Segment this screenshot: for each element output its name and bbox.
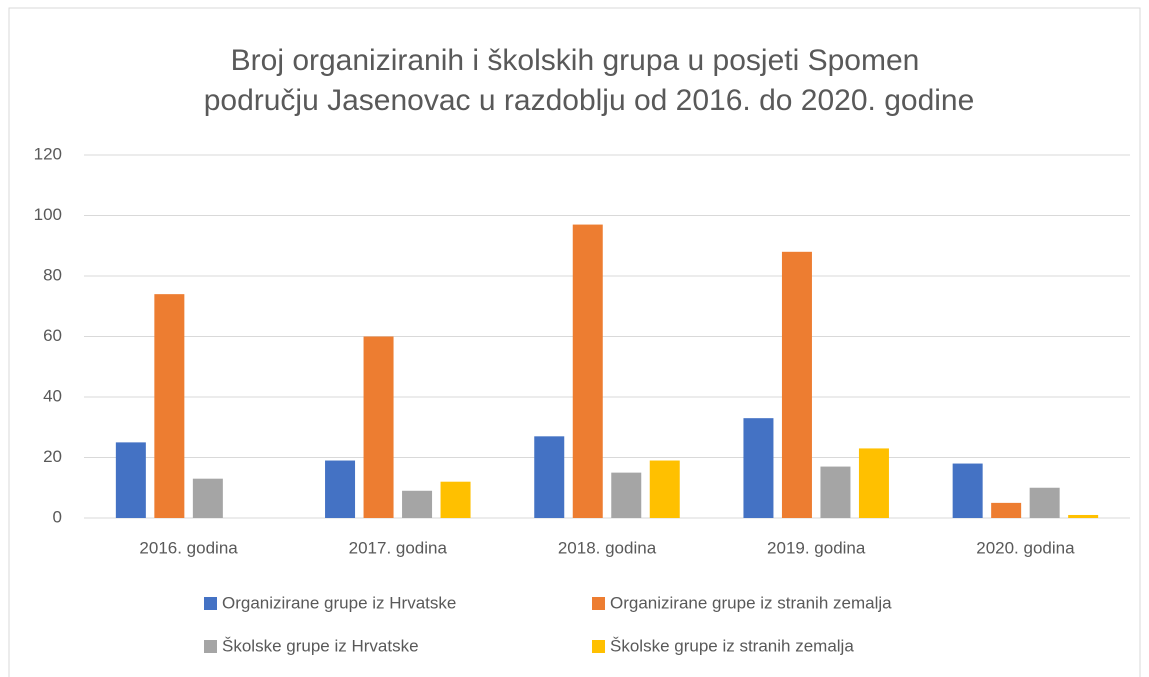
y-tick-label: 0 <box>53 507 62 526</box>
y-tick-label: 120 <box>34 144 62 163</box>
legend-swatch <box>204 597 217 610</box>
bar <box>743 418 774 518</box>
chart-title: području Jasenovac u razdoblju od 2016. … <box>204 84 975 117</box>
bar <box>402 490 433 518</box>
legend-label: Organizirane grupe iz stranih zemalja <box>610 593 892 612</box>
bar <box>820 466 851 518</box>
legend-label: Organizirane grupe iz Hrvatske <box>222 593 456 612</box>
bar <box>991 502 1022 518</box>
bar <box>858 448 889 518</box>
y-tick-label: 100 <box>34 205 62 224</box>
bar <box>572 224 603 518</box>
x-tick-label: 2016. godina <box>139 538 238 557</box>
bar <box>154 294 185 518</box>
y-tick-label: 80 <box>43 265 62 284</box>
legend-label: Školske grupe iz Hrvatske <box>222 636 419 655</box>
x-tick-label: 2020. godina <box>976 538 1075 557</box>
x-tick-label: 2017. godina <box>349 538 448 557</box>
bar <box>192 478 223 518</box>
bar <box>325 460 356 518</box>
y-tick-label: 20 <box>43 447 62 466</box>
chart-title: Broj organiziranih i školskih grupa u po… <box>231 44 920 77</box>
legend-swatch <box>592 640 605 653</box>
y-tick-label: 40 <box>43 386 62 405</box>
x-tick-label: 2019. godina <box>767 538 866 557</box>
bar <box>611 472 642 518</box>
bar <box>534 436 565 518</box>
bar <box>363 336 394 518</box>
legend-swatch <box>592 597 605 610</box>
bar <box>1068 514 1099 518</box>
bar <box>781 251 812 519</box>
legend-label: Školske grupe iz stranih zemalja <box>610 636 854 655</box>
y-tick-label: 60 <box>43 326 62 345</box>
bar <box>440 481 471 518</box>
legend-swatch <box>204 640 217 653</box>
x-tick-label: 2018. godina <box>558 538 657 557</box>
bar <box>952 463 983 518</box>
bar <box>649 460 680 518</box>
bar <box>115 442 146 518</box>
bar <box>1029 487 1060 518</box>
